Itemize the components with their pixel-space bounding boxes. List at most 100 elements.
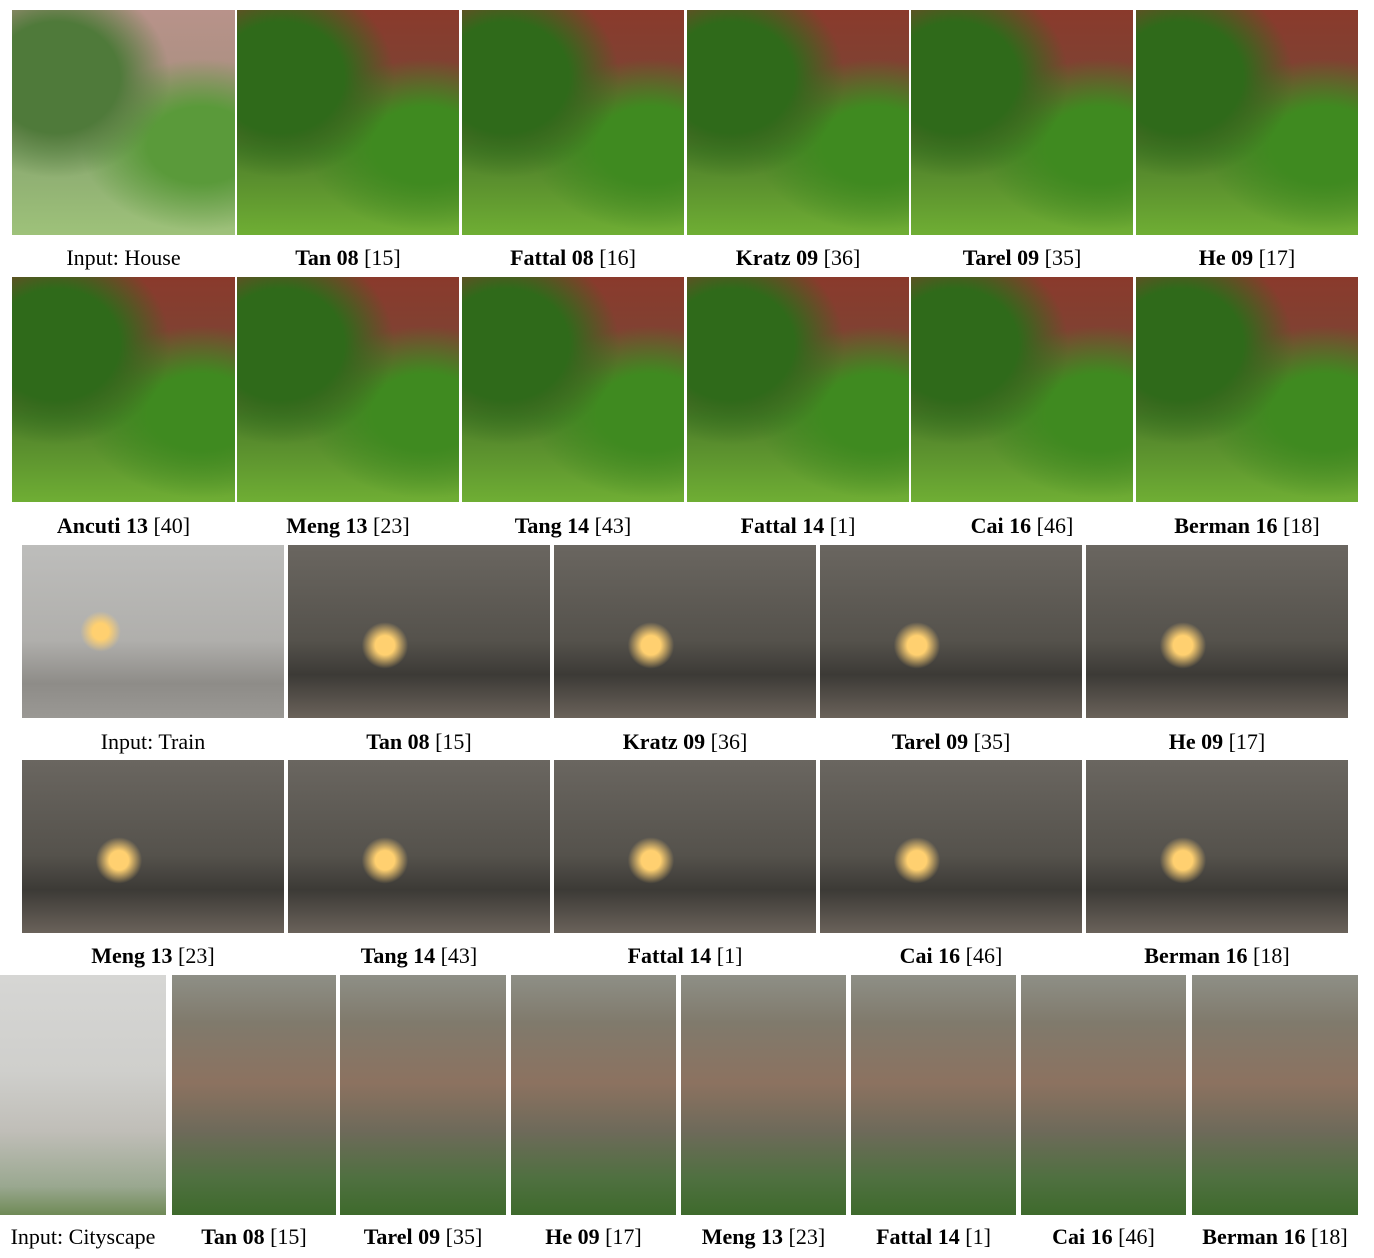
figure: Input: HouseTan 08 [15]Fattal 08 [16]Kra… <box>0 0 1374 1258</box>
caption-text: [18] <box>1311 1224 1348 1249</box>
caption-text: [43] <box>441 943 478 968</box>
caption: Tan 08 [15] <box>217 245 479 271</box>
image-panel <box>911 277 1133 502</box>
image-panel <box>0 975 166 1215</box>
caption-text: [46] <box>1118 1224 1155 1249</box>
caption: Berman 16 [18] <box>1116 513 1374 539</box>
image-panel <box>1136 277 1358 502</box>
caption-text: Input: Cityscape <box>11 1224 156 1249</box>
caption-text: He 09 <box>545 1224 599 1249</box>
image-panel <box>681 975 846 1215</box>
caption-text: Berman 16 <box>1174 513 1277 538</box>
caption-text: Meng 13 <box>702 1224 783 1249</box>
caption-text: [35] <box>974 729 1011 754</box>
caption-text: [15] <box>364 245 401 270</box>
image-panel <box>1192 975 1358 1215</box>
image-panel <box>511 975 676 1215</box>
caption: Input: Train <box>2 729 304 755</box>
image-panel <box>911 10 1133 235</box>
caption-text: Cai 16 <box>971 513 1032 538</box>
caption: Berman 16 [18] <box>1172 1224 1374 1250</box>
caption-text: [18] <box>1283 513 1320 538</box>
image-panel <box>1136 10 1358 235</box>
caption: Meng 13 [23] <box>217 513 479 539</box>
caption-text: Kratz 09 <box>623 729 705 754</box>
caption-text: Tarel 09 <box>963 245 1039 270</box>
image-panel <box>820 760 1082 933</box>
caption-text: [23] <box>373 513 410 538</box>
caption-text: Tang 14 <box>515 513 589 538</box>
caption-text: Tang 14 <box>361 943 435 968</box>
caption-text: Tan 08 <box>366 729 429 754</box>
caption: Berman 16 [18] <box>1066 943 1368 969</box>
caption-text: [35] <box>446 1224 483 1249</box>
caption-text: Ancuti 13 <box>57 513 148 538</box>
caption-text: Berman 16 <box>1202 1224 1305 1249</box>
caption-text: [40] <box>153 513 190 538</box>
caption-text: Tan 08 <box>201 1224 264 1249</box>
image-panel <box>237 10 459 235</box>
caption-text: [35] <box>1045 245 1082 270</box>
caption: Meng 13 [23] <box>2 943 304 969</box>
caption-text: Tarel 09 <box>892 729 968 754</box>
caption: Tan 08 [15] <box>268 729 570 755</box>
caption-text: [16] <box>599 245 636 270</box>
caption-text: [36] <box>824 245 861 270</box>
caption: Tang 14 [43] <box>442 513 704 539</box>
caption-text: [1] <box>830 513 856 538</box>
caption-text: [17] <box>605 1224 642 1249</box>
caption: Kratz 09 [36] <box>667 245 929 271</box>
image-panel <box>12 277 235 502</box>
image-panel <box>1086 545 1348 718</box>
caption-text: [18] <box>1253 943 1290 968</box>
image-panel <box>172 975 336 1215</box>
caption: Fattal 08 [16] <box>442 245 704 271</box>
image-panel <box>462 277 684 502</box>
caption-text: [15] <box>435 729 472 754</box>
image-panel <box>820 545 1082 718</box>
image-panel <box>340 975 506 1215</box>
image-panel <box>12 10 235 235</box>
image-panel <box>554 545 816 718</box>
caption-text: Fattal 14 <box>876 1224 960 1249</box>
caption-text: [23] <box>178 943 215 968</box>
caption-text: [17] <box>1259 245 1296 270</box>
image-panel <box>22 760 284 933</box>
caption-text: Kratz 09 <box>736 245 818 270</box>
caption-text: [43] <box>595 513 632 538</box>
caption-text: [36] <box>711 729 748 754</box>
caption-text: Input: House <box>66 245 180 270</box>
caption-text: Cai 16 <box>1052 1224 1113 1249</box>
caption-text: Berman 16 <box>1144 943 1247 968</box>
caption: Fattal 14 [1] <box>534 943 836 969</box>
caption-text: [15] <box>270 1224 307 1249</box>
caption-text: Cai 16 <box>900 943 961 968</box>
caption: Kratz 09 [36] <box>534 729 836 755</box>
image-panel <box>1086 760 1348 933</box>
caption: Tang 14 [43] <box>268 943 570 969</box>
caption: He 09 [17] <box>1066 729 1368 755</box>
caption: Tarel 09 [35] <box>891 245 1153 271</box>
caption-text: Fattal 08 <box>510 245 594 270</box>
image-panel <box>462 10 684 235</box>
caption-text: [46] <box>966 943 1003 968</box>
image-panel <box>687 277 909 502</box>
image-panel <box>288 760 550 933</box>
caption-text: Tan 08 <box>295 245 358 270</box>
caption-text: Fattal 14 <box>741 513 825 538</box>
image-panel <box>288 545 550 718</box>
caption: Tarel 09 [35] <box>800 729 1102 755</box>
caption-text: He 09 <box>1169 729 1223 754</box>
caption-text: He 09 <box>1199 245 1253 270</box>
image-panel <box>22 545 284 718</box>
caption: Cai 16 [46] <box>891 513 1153 539</box>
image-panel <box>554 760 816 933</box>
image-panel <box>687 10 909 235</box>
caption-text: [17] <box>1229 729 1266 754</box>
caption-text: [1] <box>717 943 743 968</box>
caption-text: Meng 13 <box>91 943 172 968</box>
caption: He 09 [17] <box>1116 245 1374 271</box>
image-panel <box>1021 975 1186 1215</box>
caption-text: Meng 13 <box>286 513 367 538</box>
image-panel <box>851 975 1016 1215</box>
